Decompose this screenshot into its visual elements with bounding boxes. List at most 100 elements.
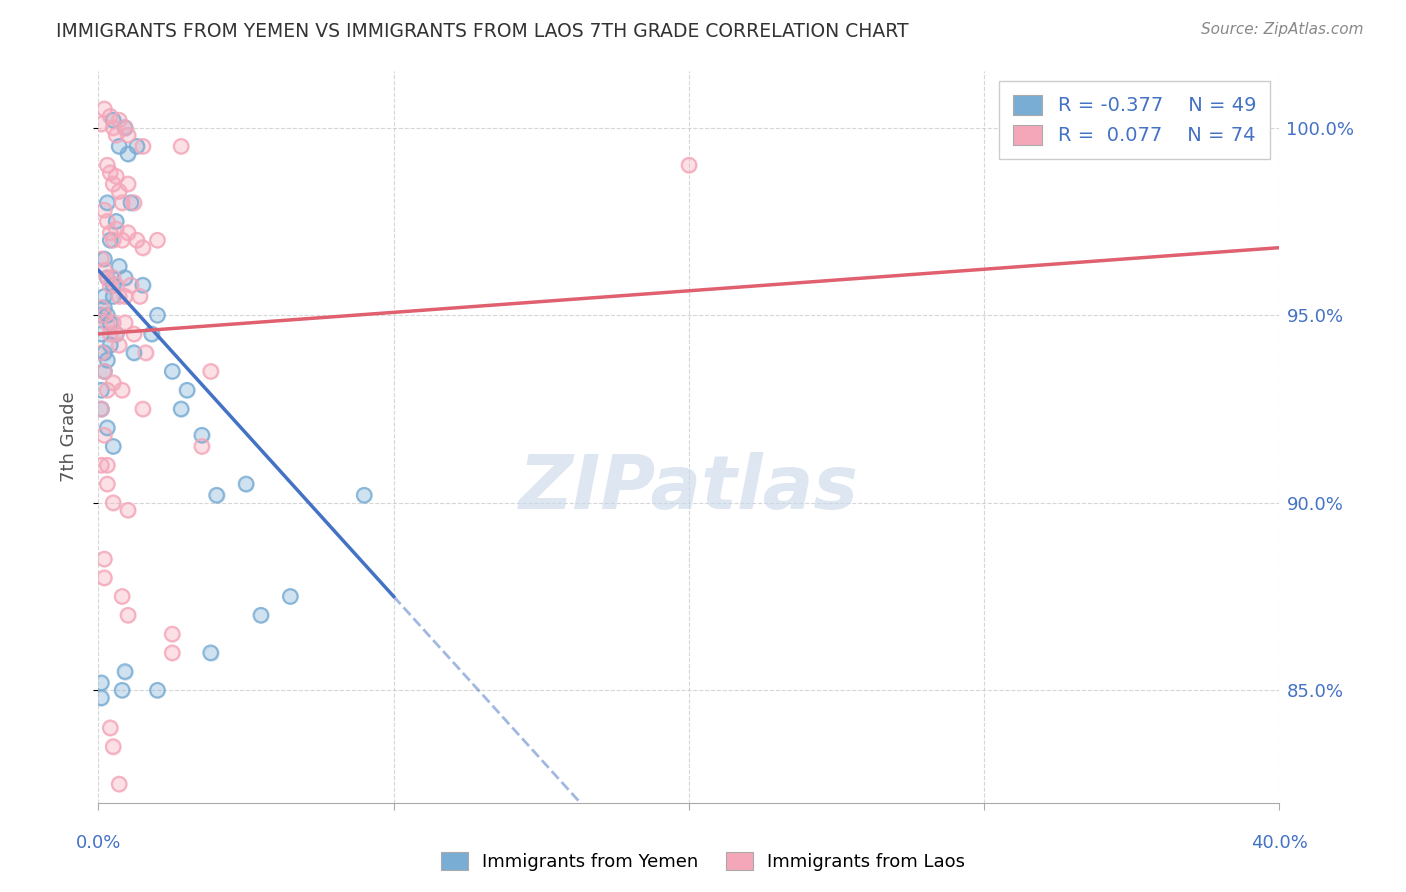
Point [98,233,121,247]
Point [103,316,125,330]
Point [111,383,134,397]
Point [93,252,115,266]
Point [117,503,139,517]
Text: 40.0%: 40.0% [1251,834,1308,852]
Point [125,139,148,153]
Point [98,721,121,735]
Point [93,364,115,378]
Point [108,113,131,128]
Point [93,203,115,218]
Point [200,364,222,378]
Point [96,458,118,473]
Point [96,158,118,172]
Point [117,608,139,623]
Point [103,496,125,510]
Point [114,270,136,285]
Point [114,665,136,679]
Point [93,263,115,277]
Point [103,113,125,128]
Point [96,316,118,330]
Point [90,326,112,341]
Point [96,353,118,368]
Point [176,383,198,397]
Point [96,270,118,285]
Point [90,308,112,322]
Point [146,233,169,247]
Point [120,195,142,210]
Point [103,289,125,303]
Point [103,270,125,285]
Point [96,195,118,210]
Point [93,552,115,566]
Point [90,252,112,266]
Point [114,316,136,330]
Point [128,289,150,303]
Point [170,401,193,416]
Point [105,169,128,184]
Point [90,458,112,473]
Text: IMMIGRANTS FROM YEMEN VS IMMIGRANTS FROM LAOS 7TH GRADE CORRELATION CHART: IMMIGRANTS FROM YEMEN VS IMMIGRANTS FROM… [56,22,908,41]
Point [191,440,214,454]
Point [96,270,118,285]
Point [105,222,128,236]
Point [90,458,112,473]
Point [108,185,131,199]
Point [170,139,193,153]
Point [111,590,134,604]
Point [108,260,131,274]
Point [162,646,183,660]
Point [235,477,257,491]
Point [96,353,118,368]
Point [111,233,134,247]
Point [90,383,112,397]
Point [98,226,121,240]
Point [111,683,134,698]
Point [117,608,139,623]
Point [96,214,118,228]
Point [90,326,112,341]
Point [103,278,125,293]
Point [90,401,112,416]
Point [122,345,145,359]
Point [132,278,155,293]
Point [117,147,139,161]
Point [132,139,155,153]
Point [96,420,118,434]
Point [103,440,125,454]
Point [103,177,125,191]
Point [103,289,125,303]
Point [200,364,222,378]
Point [132,278,155,293]
Point [235,477,257,491]
Point [114,289,136,303]
Point [191,440,214,454]
Point [103,233,125,247]
Point [114,120,136,135]
Point [93,571,115,585]
Point [103,120,125,135]
Point [90,690,112,705]
Point [114,289,136,303]
Point [98,233,121,247]
Point [96,158,118,172]
Point [98,338,121,352]
Point [103,496,125,510]
Point [132,241,155,255]
Point [114,316,136,330]
Point [98,338,121,352]
Point [96,308,118,322]
Point [96,270,118,285]
Point [93,308,115,322]
Point [90,345,112,359]
Point [114,120,136,135]
Point [117,128,139,142]
Point [176,383,198,397]
Point [108,139,131,153]
Point [278,590,302,604]
Point [117,147,139,161]
Point [205,488,228,502]
Point [96,420,118,434]
Point [146,683,169,698]
Point [90,675,112,690]
Point [90,401,112,416]
